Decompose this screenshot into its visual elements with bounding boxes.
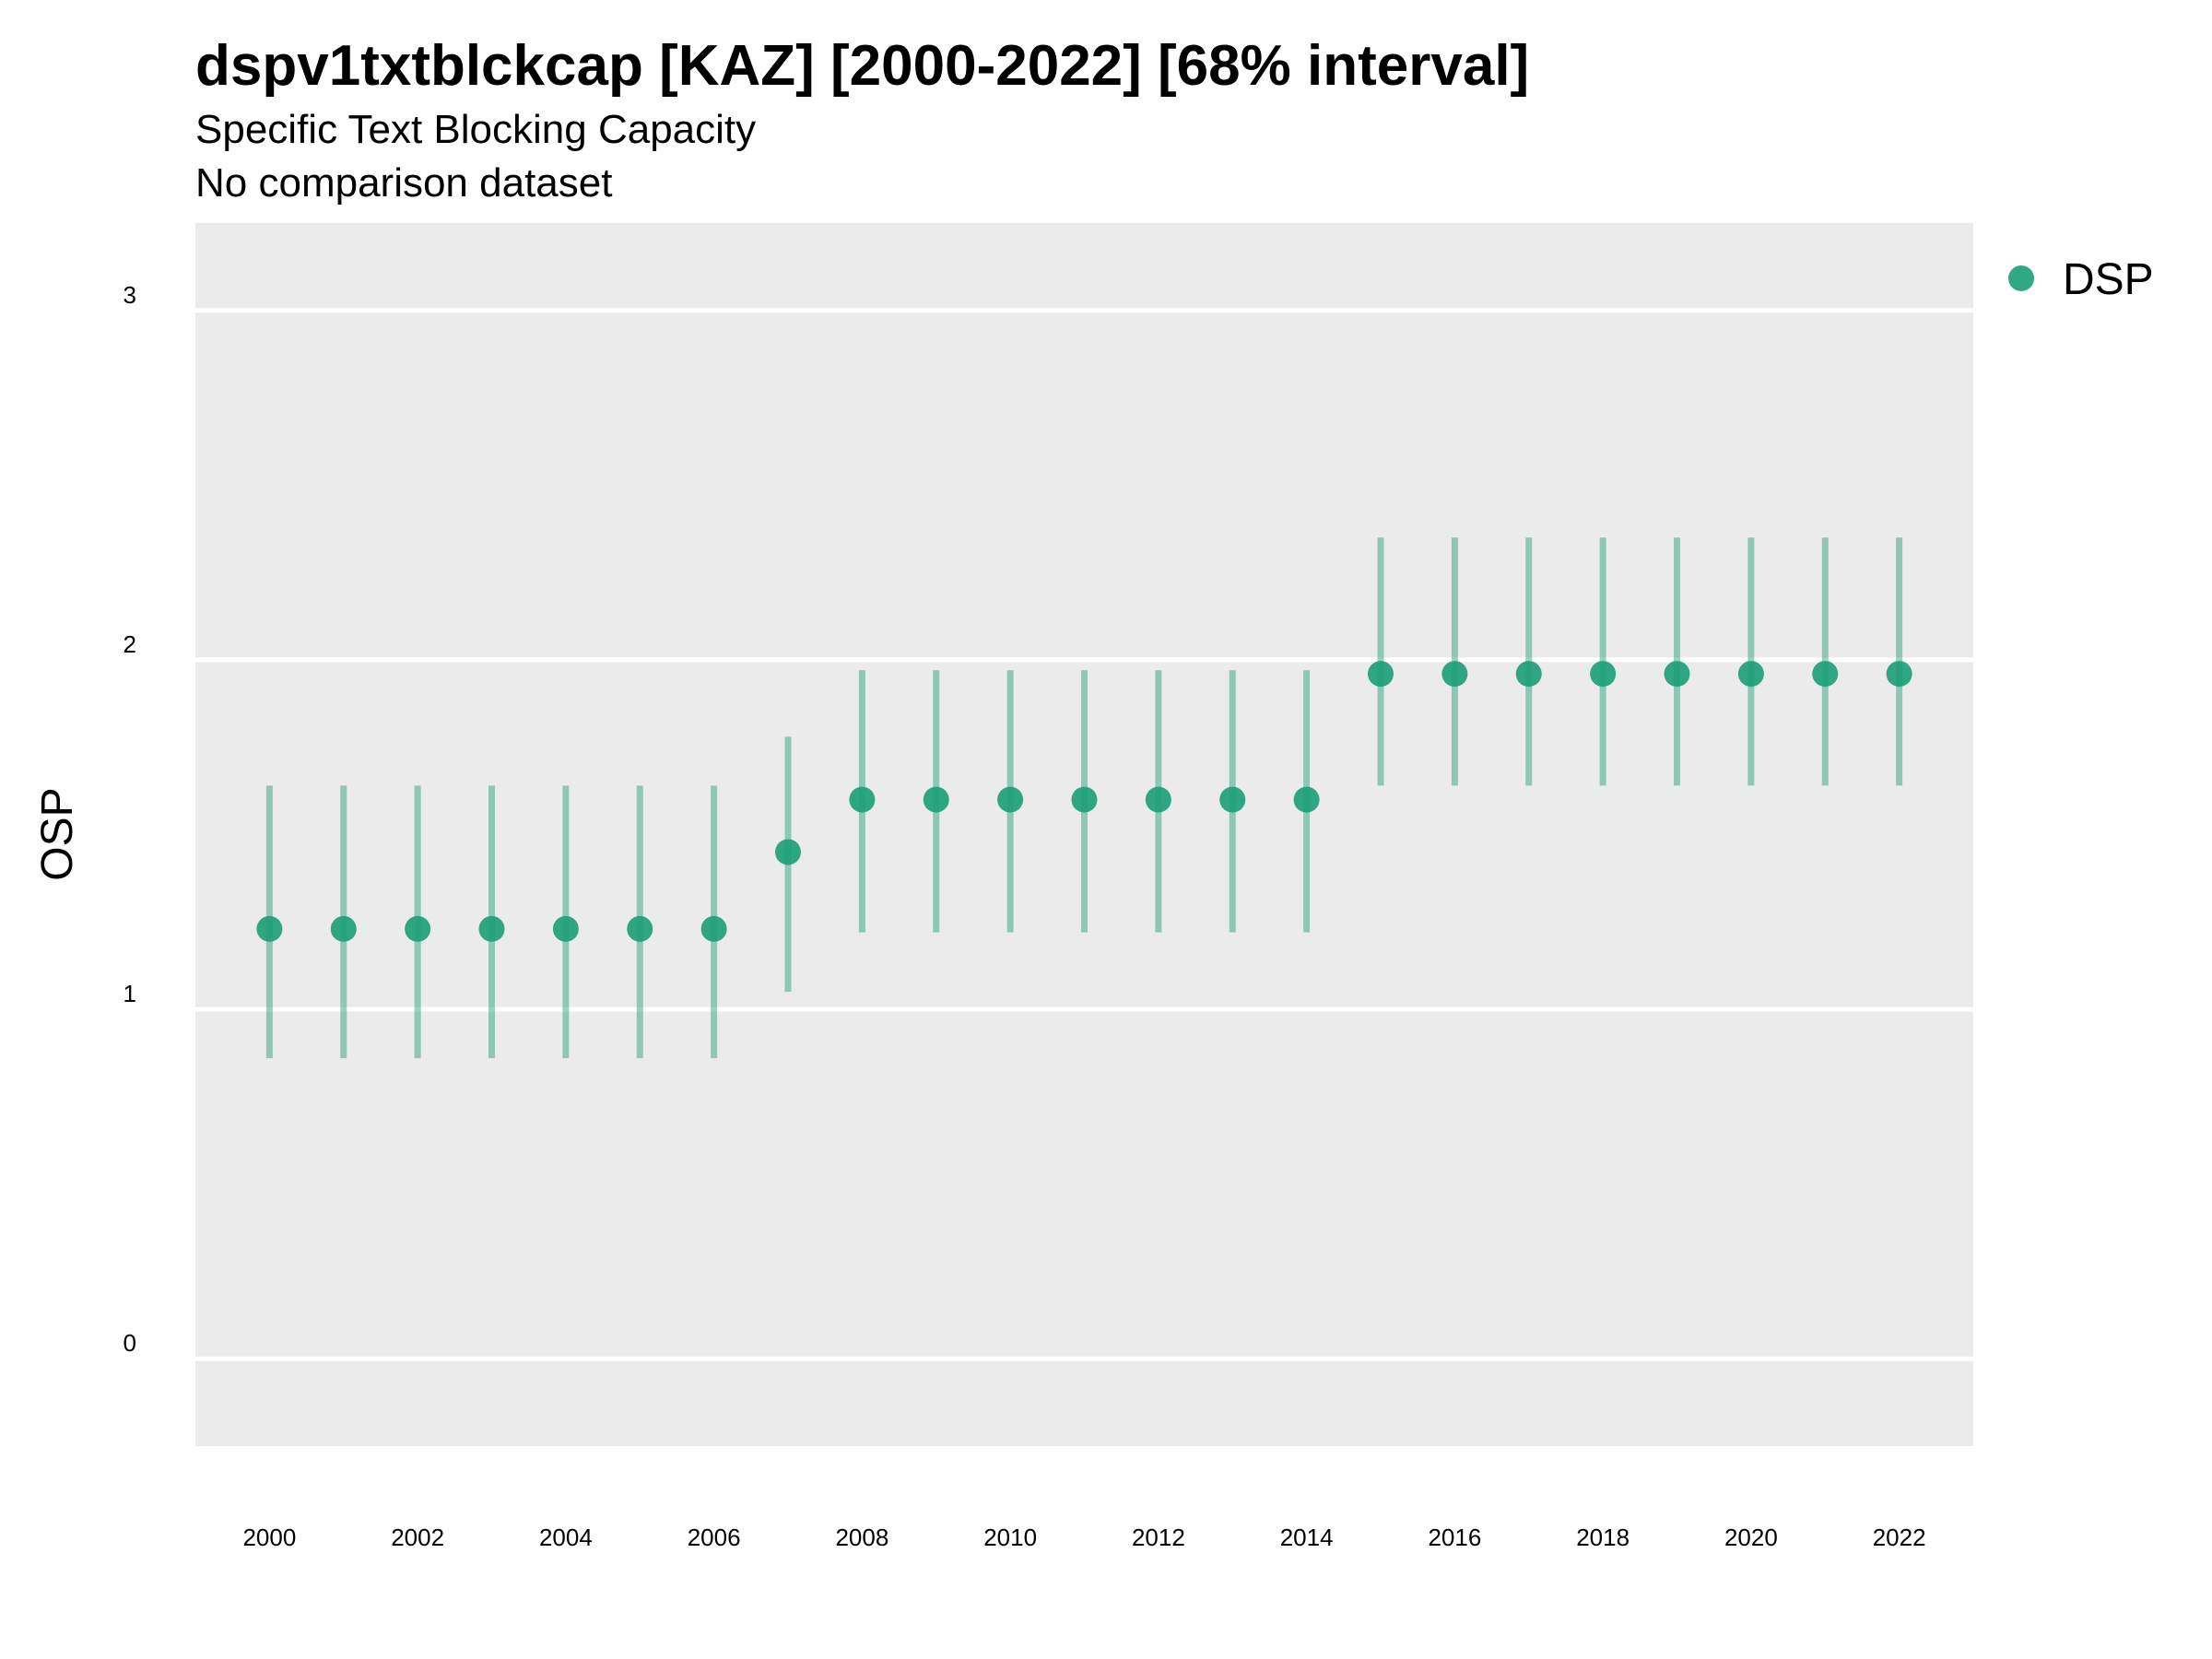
data-point (923, 786, 949, 813)
chart-subtitle: Specific Text Blocking Capacity (195, 107, 757, 152)
y-axis-ticks: 0 1 2 3 (124, 281, 195, 1361)
grid-lines (195, 308, 1973, 1361)
x-tick-label: 2004 (539, 1524, 593, 1551)
x-tick-label: 2002 (391, 1524, 444, 1551)
plot-panel (195, 223, 1973, 1446)
x-tick-label: 2000 (242, 1524, 296, 1551)
x-axis-ticks: 2000 2002 2004 2006 2008 2010 2012 2014 2016 2018… (242, 1524, 1925, 1551)
data-point (478, 915, 505, 942)
data-point (1368, 661, 1394, 688)
y-tick-label: 2 (124, 630, 136, 658)
data-point (1441, 661, 1468, 688)
data-point (700, 915, 727, 942)
x-tick-label: 2016 (1428, 1524, 1481, 1551)
data-point (256, 915, 283, 942)
data-point (1293, 786, 1320, 813)
y-tick-label: 3 (124, 281, 136, 309)
y-tick-label: 0 (124, 1329, 136, 1357)
x-tick-label: 2006 (688, 1524, 741, 1551)
chart-caption: No comparison dataset (195, 160, 613, 206)
legend-label-dsp: DSP (2063, 255, 2154, 304)
data-point (1812, 661, 1839, 688)
data-point (1071, 786, 1098, 813)
x-tick-label: 2008 (835, 1524, 888, 1551)
data-point (1737, 661, 1764, 688)
data-point (1145, 786, 1171, 813)
data-point (1515, 661, 1542, 688)
data-point (330, 915, 357, 942)
data-point (1664, 661, 1690, 688)
y-tick-label: 1 (124, 980, 136, 1007)
chart-title: dspv1txtblckcap [KAZ] [2000-2022] [68% i… (195, 34, 1530, 98)
x-tick-label: 2012 (1132, 1524, 1185, 1551)
x-tick-label: 2018 (1576, 1524, 1630, 1551)
data-points (256, 661, 1912, 942)
data-point (1590, 661, 1617, 688)
data-point (775, 839, 801, 865)
data-point (552, 915, 579, 942)
x-tick-label: 2014 (1280, 1524, 1334, 1551)
data-point (997, 786, 1024, 813)
y-axis-title: OSP (33, 787, 82, 880)
x-tick-label: 2022 (1873, 1524, 1926, 1551)
legend-key-dsp (2008, 265, 2034, 291)
data-point (1219, 786, 1246, 813)
x-tick-label: 2020 (1724, 1524, 1778, 1551)
data-point (627, 915, 653, 942)
data-point (405, 915, 431, 942)
legend: DSP (2008, 255, 2154, 304)
data-point (1886, 661, 1912, 688)
data-point (849, 786, 876, 813)
x-tick-label: 2010 (983, 1524, 1037, 1551)
